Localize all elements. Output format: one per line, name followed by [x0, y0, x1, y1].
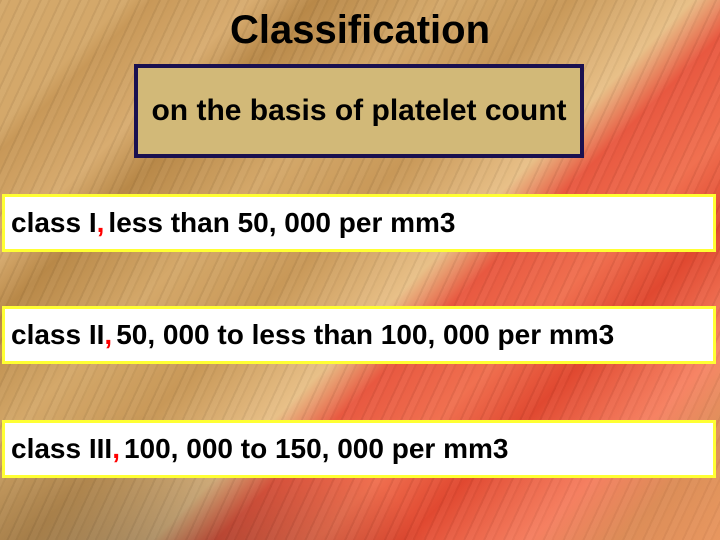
class-3-label: class III [11, 433, 112, 465]
class-2-label: class II [11, 319, 104, 351]
class-3-range: 100, 000 to 150, 000 per mm3 [124, 433, 508, 465]
class-row-2: class II , 50, 000 to less than 100, 000… [2, 306, 716, 364]
subtitle-box: on the basis of platelet count [134, 64, 584, 158]
slide-title: Classification [0, 8, 720, 53]
class-2-comma: , [104, 319, 112, 351]
slide: Classification on the basis of platelet … [0, 0, 720, 540]
class-row-1: class I , less than 50, 000 per mm3 [2, 194, 716, 252]
class-1-range: less than 50, 000 per mm3 [108, 207, 455, 239]
class-2-range: 50, 000 to less than 100, 000 per mm3 [116, 319, 614, 351]
class-row-3: class III , 100, 000 to 150, 000 per mm3 [2, 420, 716, 478]
subtitle-text: on the basis of platelet count [151, 92, 566, 130]
class-1-comma: , [97, 207, 105, 239]
class-1-label: class I [11, 207, 97, 239]
class-3-comma: , [112, 433, 120, 465]
